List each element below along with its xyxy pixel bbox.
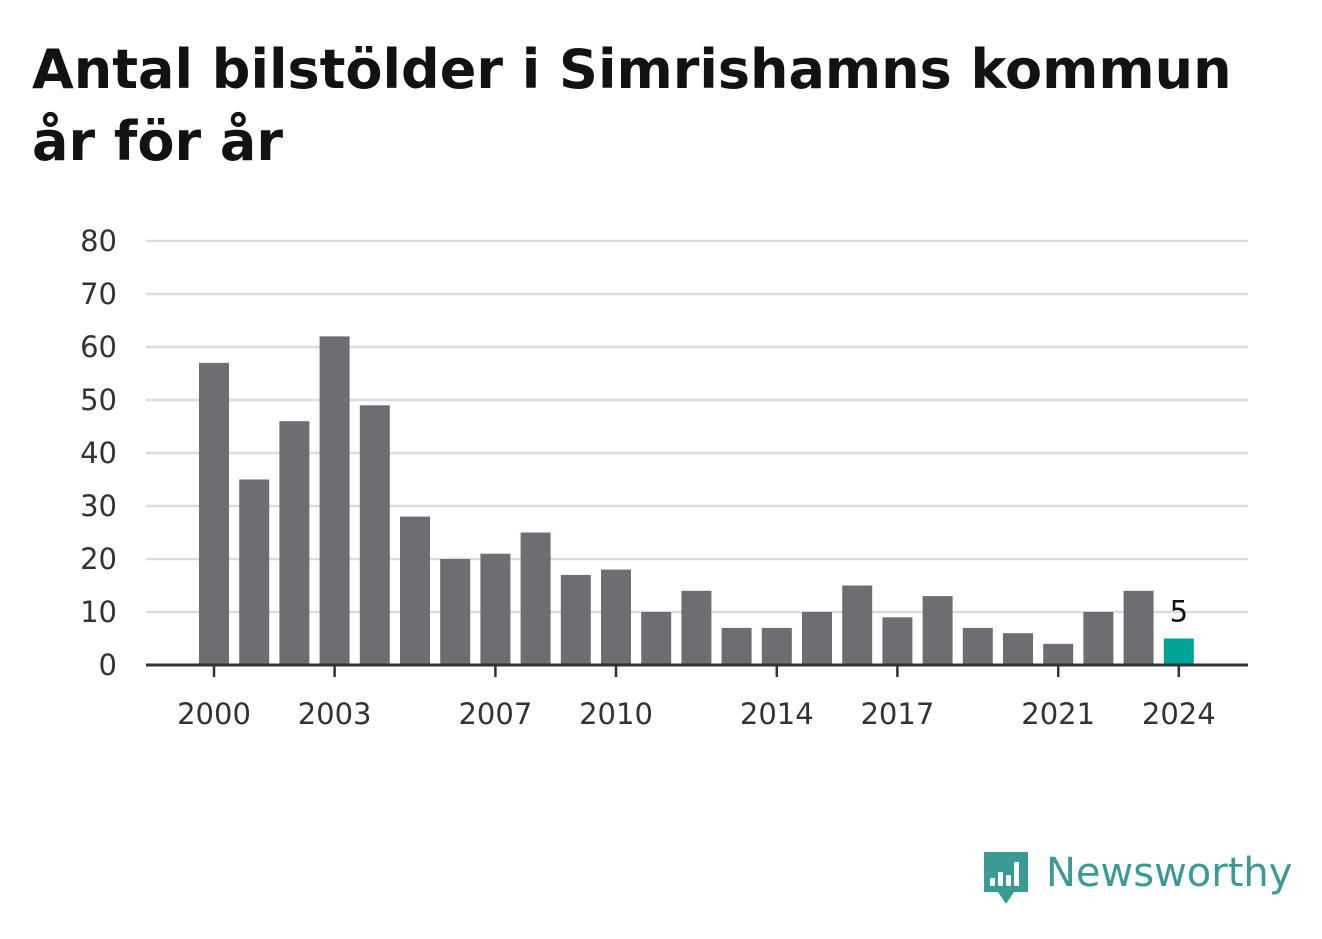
x-tick-label-2010: 2010 — [579, 697, 653, 731]
bar-2023 — [1123, 590, 1154, 665]
y-tick-label: 80 — [80, 224, 117, 258]
bar-2020 — [1003, 633, 1033, 665]
bar-2011 — [641, 612, 672, 665]
bar-2017 — [882, 617, 913, 665]
bar-2014 — [761, 627, 792, 665]
x-axis-ticks: 2000 2003 2007 2010 2014 2017 2021 2024 — [177, 665, 1216, 731]
gridlines — [146, 239, 1248, 614]
bar-2019 — [962, 627, 993, 665]
bar-2007 — [480, 553, 511, 665]
x-tick-label-2000: 2000 — [177, 697, 251, 731]
y-axis-tick-labels: 0 10 20 30 40 50 60 70 80 — [80, 224, 117, 682]
x-tick-label-2017: 2017 — [860, 697, 934, 731]
bar-2010 — [601, 569, 631, 665]
bar-2021 — [1043, 643, 1074, 665]
bar-2013 — [721, 627, 752, 665]
brand-name: Newsworthy — [1046, 850, 1293, 896]
bar-2003 — [319, 336, 350, 665]
bar-2000 — [199, 362, 229, 665]
y-tick-label: 50 — [80, 383, 117, 417]
data-labels: 5 — [1170, 595, 1188, 629]
bar-2018 — [922, 596, 953, 665]
x-tick-label-2021: 2021 — [1021, 697, 1095, 731]
x-tick-label-2014: 2014 — [740, 697, 814, 731]
y-tick-label: 20 — [80, 542, 117, 576]
y-tick-label: 60 — [80, 330, 117, 364]
bar-2012 — [681, 590, 712, 665]
bar-2024 — [1163, 638, 1194, 665]
bar-2022 — [1083, 612, 1114, 665]
bar-2006 — [440, 559, 471, 665]
y-tick-label: 30 — [80, 489, 117, 523]
x-tick-label-2003: 2003 — [298, 697, 372, 731]
bar-2001 — [239, 479, 270, 665]
bar-2005 — [400, 516, 430, 665]
newsworthy-logo: Newsworthy — [980, 848, 1292, 908]
y-tick-label: 70 — [80, 277, 117, 311]
bar-2016 — [842, 585, 873, 665]
x-tick-label-2024: 2024 — [1142, 697, 1216, 731]
bar-2002 — [279, 421, 310, 665]
bars — [199, 336, 1194, 665]
bar-2009 — [560, 574, 591, 665]
y-tick-label: 0 — [99, 648, 117, 682]
data-label-2024: 5 — [1170, 595, 1188, 629]
chart-title: Antal bilstölder i Simrishamns kommun år… — [32, 38, 1232, 173]
x-tick-label-2007: 2007 — [458, 697, 532, 731]
bar-2008 — [520, 532, 551, 665]
bar-2004 — [359, 405, 390, 665]
y-tick-label: 10 — [80, 595, 117, 629]
newsworthy-bar-chart-bubble-icon — [984, 852, 1028, 904]
bar-2015 — [802, 612, 832, 665]
y-tick-label: 40 — [80, 436, 117, 470]
